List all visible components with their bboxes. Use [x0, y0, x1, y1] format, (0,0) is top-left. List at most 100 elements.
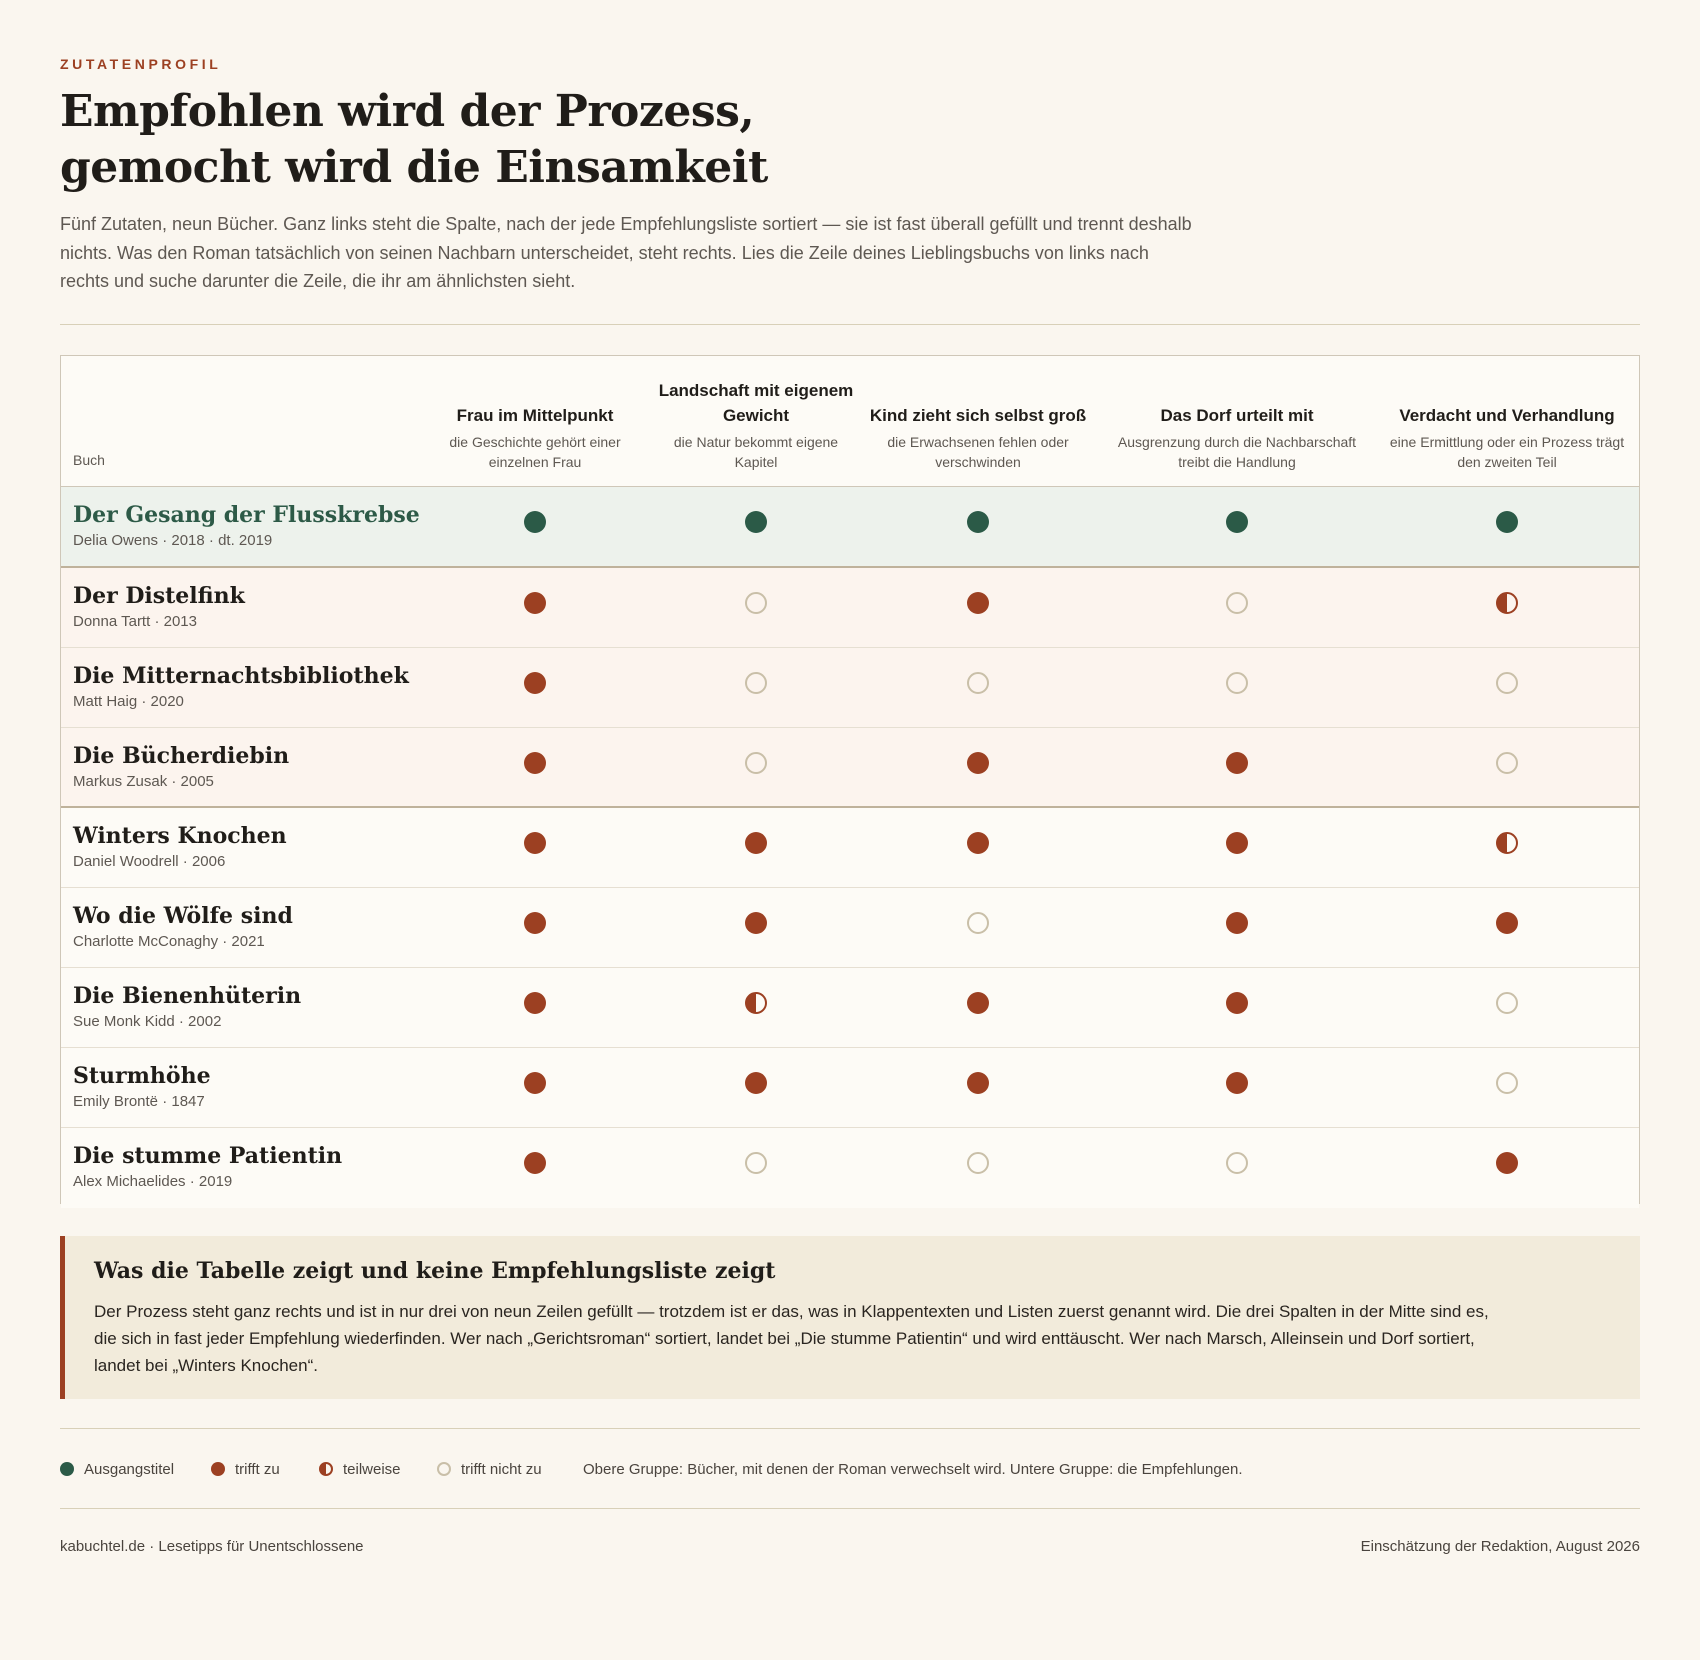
- full-dot-icon: [524, 592, 546, 614]
- table-row: Die Bienenhüterin Sue Monk Kidd · 2002: [61, 968, 1639, 1048]
- footer-date: Einschätzung der Redaktion, August 2026: [1360, 1538, 1640, 1555]
- full-dot-icon: [1226, 912, 1248, 934]
- empty-dot-icon: [1496, 752, 1518, 774]
- column-header-book: Buch: [73, 452, 105, 468]
- full-dot-icon: [1226, 1072, 1248, 1094]
- filled-dot-icon: [211, 1462, 225, 1476]
- book-meta: Charlotte McConaghy · 2021: [73, 933, 265, 950]
- full-dot-icon: [524, 992, 546, 1014]
- empty-dot-icon: [745, 592, 767, 614]
- half-dot-icon: [319, 1462, 333, 1476]
- column-header-suspicion: Verdacht und Verhandlung eine Ermittlung…: [1382, 372, 1632, 472]
- full-dot-icon: [1496, 912, 1518, 934]
- book-title: Sturmhöhe: [73, 1063, 211, 1089]
- book-meta: Matt Haig · 2020: [73, 693, 184, 710]
- book-meta: Delia Owens · 2018 · dt. 2019: [73, 532, 273, 549]
- table-header: Buch Frau im Mittelpunkt die Geschichte …: [61, 356, 1639, 487]
- table-row: Der Gesang der Flusskrebse Delia Owens · …: [61, 487, 1639, 568]
- book-title: Wo die Wölfe sind: [73, 903, 293, 929]
- full-dot-icon: [745, 1072, 767, 1094]
- legend: Ausgangstitel trifft zu teilweise trifft…: [60, 1458, 1640, 1480]
- empty-dot-icon: [967, 912, 989, 934]
- divider: [60, 1428, 1640, 1429]
- book-meta: Sue Monk Kidd · 2002: [73, 1013, 222, 1030]
- full-dot-icon: [967, 832, 989, 854]
- table-row: Sturmhöhe Emily Brontë · 1847: [61, 1048, 1639, 1128]
- book-title: Die Bienenhüterin: [73, 983, 302, 1009]
- origin-dot-icon: [745, 511, 767, 533]
- column-header-woman: Frau im Mittelpunkt die Geschichte gehör…: [435, 372, 635, 472]
- empty-dot-icon: [1496, 1072, 1518, 1094]
- empty-dot-icon: [745, 672, 767, 694]
- column-label: Verdacht und Verhandlung: [1399, 406, 1615, 425]
- empty-dot-icon: [1226, 672, 1248, 694]
- half-dot-icon: [1496, 832, 1518, 854]
- intro-text: Fünf Zutaten, neun Bücher. Ganz links st…: [60, 214, 1192, 291]
- page-title: Empfohlen wird der Prozess, gemocht wird…: [60, 86, 768, 193]
- empty-dot-icon: [967, 672, 989, 694]
- book-meta: Emily Brontë · 1847: [73, 1093, 205, 1110]
- origin-dot-icon: [524, 511, 546, 533]
- column-label: Das Dorf urteilt mit: [1160, 406, 1314, 425]
- legend-item-origin: Ausgangstitel: [60, 1458, 174, 1480]
- full-dot-icon: [524, 752, 546, 774]
- legend-item-half: teilweise: [319, 1458, 401, 1480]
- full-dot-icon: [745, 912, 767, 934]
- origin-dot-icon: [1226, 511, 1248, 533]
- legend-item-full: trifft zu: [211, 1458, 280, 1480]
- table-row: Die Mitternachtsbibliothek Matt Haig · 20…: [61, 648, 1639, 728]
- column-header-child: Kind zieht sich selbst groß die Erwachse…: [869, 372, 1087, 472]
- table-row: Winters Knochen Daniel Woodrell · 2006: [61, 808, 1639, 888]
- legend-label: teilweise: [343, 1460, 401, 1478]
- empty-dot-icon: [745, 1152, 767, 1174]
- divider: [60, 1508, 1640, 1509]
- column-header-village: Das Dorf urteilt mit Ausgrenzung durch d…: [1112, 372, 1362, 472]
- origin-dot-icon: [967, 511, 989, 533]
- column-description: die Erwachsenen fehlen oder verschwinden: [887, 434, 1069, 470]
- empty-dot-icon: [745, 752, 767, 774]
- column-description: die Geschichte gehört einer einzelnen Fr…: [449, 434, 621, 470]
- book-meta: Donna Tartt · 2013: [73, 613, 197, 630]
- full-dot-icon: [967, 1072, 989, 1094]
- legend-label: trifft nicht zu: [461, 1460, 542, 1478]
- book-title: Die Bücherdiebin: [73, 743, 290, 769]
- book-title: Der Distelfink: [73, 583, 245, 609]
- full-dot-icon: [1226, 992, 1248, 1014]
- full-dot-icon: [967, 752, 989, 774]
- column-label: Kind zieht sich selbst groß: [869, 406, 1087, 425]
- empty-dot-icon: [1226, 592, 1248, 614]
- full-dot-icon: [524, 1072, 546, 1094]
- full-dot-icon: [1226, 832, 1248, 854]
- empty-dot-icon: [1496, 672, 1518, 694]
- column-header-landscape: Landschaft mit eigenem Gewicht die Natur…: [656, 372, 856, 472]
- book-title: Die stumme Patientin: [73, 1143, 343, 1169]
- full-dot-icon: [967, 992, 989, 1014]
- divider: [60, 324, 1640, 325]
- full-dot-icon: [745, 832, 767, 854]
- empty-dot-icon: [1226, 1152, 1248, 1174]
- book-meta: Daniel Woodrell · 2006: [73, 853, 226, 870]
- empty-dot-icon: [967, 1152, 989, 1174]
- empty-dot-icon: [437, 1462, 451, 1476]
- book-meta: Alex Michaelides · 2019: [73, 1173, 233, 1190]
- eyebrow-label: ZUTATENPROFIL: [60, 56, 222, 72]
- ingredient-table: Buch Frau im Mittelpunkt die Geschichte …: [60, 355, 1640, 1208]
- book-title: Der Gesang der Flusskrebse: [73, 502, 420, 528]
- table-row: Wo die Wölfe sind Charlotte McConaghy · 2…: [61, 888, 1639, 968]
- column-description: die Natur bekommt eigene Kapitel: [673, 434, 839, 470]
- column-label: Landschaft mit eigenem Gewicht: [658, 381, 854, 425]
- footer-source: kabuchtel.de · Lesetipps für Unentschlos…: [60, 1538, 364, 1555]
- legend-groups-note: Obere Gruppe: Bücher, mit denen der Roma…: [583, 1460, 1243, 1478]
- full-dot-icon: [524, 832, 546, 854]
- empty-dot-icon: [1496, 992, 1518, 1014]
- half-dot-icon: [1496, 592, 1518, 614]
- table-row: Der Distelfink Donna Tartt · 2013: [61, 568, 1639, 648]
- column-label: Frau im Mittelpunkt: [456, 406, 614, 425]
- full-dot-icon: [967, 592, 989, 614]
- callout-box: Was die Tabelle zeigt und keine Empfehlu…: [60, 1236, 1640, 1399]
- legend-item-empty: trifft nicht zu: [437, 1458, 542, 1480]
- table-row: Die stumme Patientin Alex Michaelides · 2…: [61, 1128, 1639, 1208]
- callout-title: Was die Tabelle zeigt und keine Empfehlu…: [94, 1258, 776, 1284]
- full-dot-icon: [1496, 1152, 1518, 1174]
- full-dot-icon: [524, 672, 546, 694]
